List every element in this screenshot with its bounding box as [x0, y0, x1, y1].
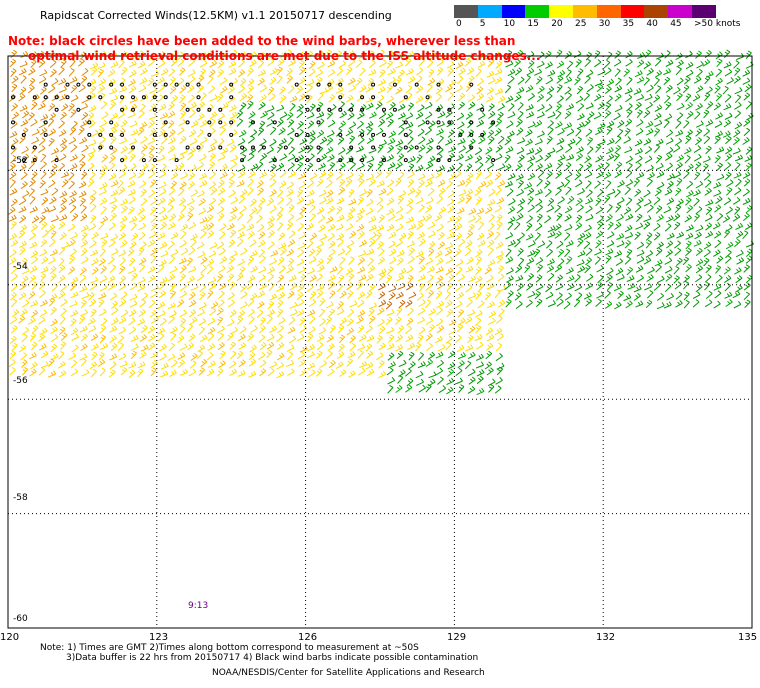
legend-swatch — [454, 5, 478, 18]
contamination-note-line-1: Note: black circles have been added to t… — [8, 34, 516, 48]
legend-swatch — [501, 5, 526, 18]
flagged-barb-circles — [11, 82, 496, 163]
legend-label: 25 — [575, 19, 587, 29]
legend-label: 10 — [503, 19, 516, 29]
lat-label-52: -52 — [13, 156, 28, 166]
lat-label-60: -60 — [13, 614, 28, 624]
lon-label-123: 123 — [149, 632, 169, 643]
legend-label: >50 knots — [694, 19, 741, 29]
legend-label: 45 — [670, 19, 682, 29]
lat-label-58: -58 — [13, 493, 28, 503]
lon-label-132: 132 — [596, 632, 616, 643]
lon-label-120: 120 — [0, 632, 20, 643]
pass-time-label: 9:13 — [188, 601, 209, 611]
legend-label: 40 — [646, 19, 658, 29]
legend-swatch — [596, 5, 621, 18]
lon-label-126: 126 — [298, 632, 318, 643]
legend-swatch — [573, 5, 597, 18]
legend-swatch — [620, 5, 645, 18]
map-frame — [7, 55, 753, 629]
legend-swatch — [477, 5, 502, 18]
wind-barb-group — [236, 49, 755, 395]
legend-label: 20 — [551, 19, 563, 29]
footer-credit: NOAA/NESDIS/Center for Satellite Applica… — [212, 668, 485, 678]
wind-barb-layer — [8, 49, 755, 396]
wind-barb-group — [378, 282, 417, 310]
legend-label: 15 — [527, 19, 539, 29]
legend-swatch — [644, 5, 669, 18]
wind-barb-group — [8, 49, 507, 379]
footer-note-1: Note: 1) Times are GMT 2)Times along bot… — [40, 643, 419, 653]
lon-label-135: 135 — [738, 632, 758, 643]
wind-barb-group — [8, 49, 90, 224]
legend-label: 35 — [622, 19, 635, 29]
legend-swatch — [525, 5, 550, 18]
legend-swatch — [549, 5, 573, 18]
legend-label: 0 — [456, 19, 462, 29]
wind-barb-group — [238, 49, 753, 396]
contamination-note-line-2: optimal wind retrieval conditions are me… — [28, 49, 541, 63]
map-title: Rapidscat Corrected Winds(12.5KM) v1.1 2… — [40, 9, 392, 22]
legend-swatch — [692, 5, 716, 18]
footer-note-2: 3)Data buffer is 22 hrs from 20150717 4)… — [66, 653, 479, 663]
legend-label: 5 — [479, 19, 486, 29]
lon-label-129: 129 — [447, 632, 467, 643]
lat-label-54: -54 — [13, 262, 28, 272]
lat-label-56: -56 — [13, 376, 28, 386]
legend-label: 30 — [598, 19, 611, 29]
legend-swatch — [668, 5, 692, 18]
